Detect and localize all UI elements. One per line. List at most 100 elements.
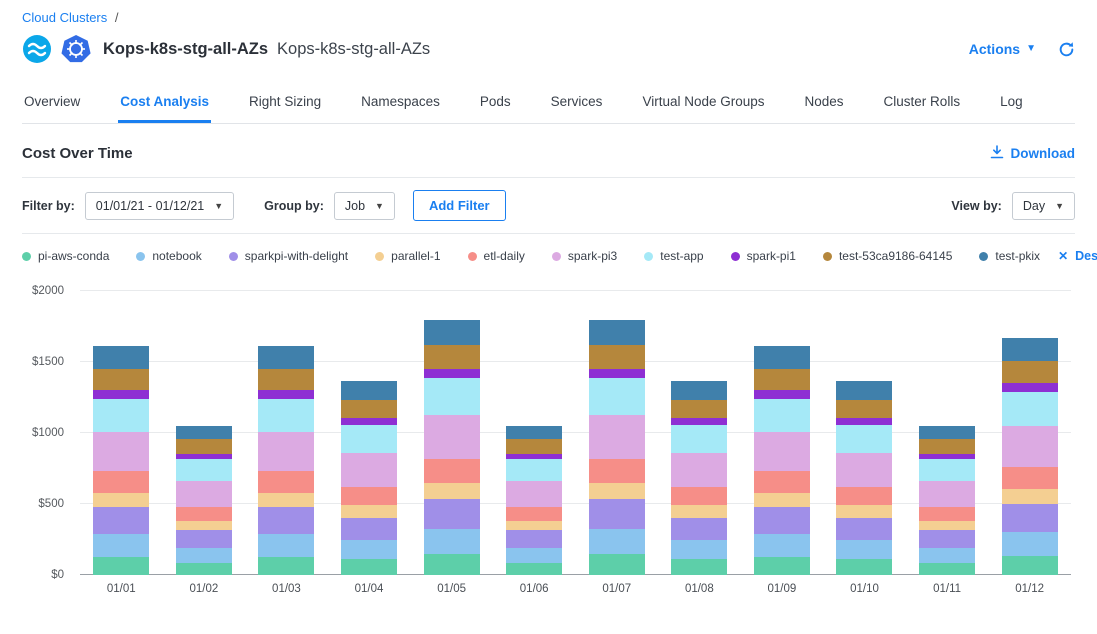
- cluster-header: Kops-k8s-stg-all-AZs Kops-k8s-stg-all-AZ…: [22, 34, 1075, 64]
- bar-segment-etl-daily: [836, 487, 892, 505]
- stacked-bar: [341, 291, 397, 575]
- legend-dot-icon: [552, 252, 561, 261]
- stacked-bar: [836, 291, 892, 575]
- stacked-bar: [1002, 291, 1058, 575]
- bar-segment-spark-pi3: [258, 432, 314, 472]
- bar-segment-test-pkix: [754, 346, 810, 369]
- legend-item-parallel-1[interactable]: parallel-1: [375, 249, 440, 263]
- bar-segment-test-pkix: [919, 426, 975, 439]
- bar-segment-test-app: [671, 425, 727, 453]
- bar-column-01/06: [493, 291, 576, 575]
- bar-segment-spark-pi1: [341, 418, 397, 425]
- bar-segment-notebook: [506, 548, 562, 563]
- tab-nodes[interactable]: Nodes: [803, 84, 846, 123]
- bar-segment-spark-pi1: [589, 369, 645, 378]
- bar-segment-etl-daily: [919, 507, 975, 521]
- bar-segment-parallel-1: [424, 483, 480, 499]
- legend-dot-icon: [22, 252, 31, 261]
- x-tick-label: 01/09: [741, 583, 824, 595]
- bar-segment-sparkpi-with-delight: [506, 530, 562, 548]
- bar-segment-parallel-1: [754, 493, 810, 507]
- bar-column-01/05: [410, 291, 493, 575]
- bar-segment-test-app: [1002, 392, 1058, 426]
- breadcrumb-separator: /: [115, 10, 119, 25]
- bar-segment-sparkpi-with-delight: [424, 499, 480, 529]
- tab-right-sizing[interactable]: Right Sizing: [247, 84, 323, 123]
- spot-logo-icon: [22, 34, 52, 64]
- refresh-icon[interactable]: [1058, 41, 1075, 58]
- bar-segment-parallel-1: [506, 521, 562, 530]
- bar-segment-parallel-1: [1002, 489, 1058, 504]
- legend-item-notebook[interactable]: notebook: [136, 249, 201, 263]
- bar-segment-test-53ca9186-64145: [506, 439, 562, 453]
- bar-segment-pi-aws-conda: [1002, 556, 1058, 575]
- bar-segment-spark-pi3: [836, 453, 892, 487]
- breadcrumb-link-cloud-clusters[interactable]: Cloud Clusters: [22, 10, 107, 25]
- bar-column-01/02: [163, 291, 246, 575]
- bar-segment-spark-pi3: [176, 481, 232, 507]
- bar-segment-pi-aws-conda: [176, 563, 232, 575]
- bar-segment-test-53ca9186-64145: [671, 400, 727, 418]
- stacked-bar: [754, 291, 810, 575]
- legend-label: parallel-1: [391, 249, 440, 263]
- stacked-bar: [506, 291, 562, 575]
- legend-dot-icon: [979, 252, 988, 261]
- legend-item-pi-aws-conda[interactable]: pi-aws-conda: [22, 249, 109, 263]
- legend-dot-icon: [731, 252, 740, 261]
- legend-item-spark-pi3[interactable]: spark-pi3: [552, 249, 617, 263]
- bar-segment-spark-pi3: [424, 415, 480, 460]
- bar-segment-pi-aws-conda: [589, 554, 645, 575]
- add-filter-button[interactable]: Add Filter: [413, 190, 506, 221]
- bar-segment-spark-pi1: [258, 390, 314, 399]
- x-tick-label: 01/06: [493, 583, 576, 595]
- bar-column-01/01: [80, 291, 163, 575]
- bar-segment-etl-daily: [1002, 467, 1058, 489]
- tab-services[interactable]: Services: [549, 84, 605, 123]
- bar-segment-pi-aws-conda: [258, 557, 314, 575]
- date-range-select[interactable]: 01/01/21 - 01/12/21 ▼: [85, 192, 234, 220]
- chevron-down-icon: ▼: [214, 201, 223, 211]
- tab-log[interactable]: Log: [998, 84, 1025, 123]
- tab-pods[interactable]: Pods: [478, 84, 513, 123]
- cluster-subtitle: Kops-k8s-stg-all-AZs: [277, 40, 430, 59]
- cluster-title: Kops-k8s-stg-all-AZs: [103, 40, 268, 59]
- page: Cloud Clusters /: [0, 0, 1097, 603]
- bar-segment-notebook: [176, 548, 232, 563]
- bar-segment-pi-aws-conda: [506, 563, 562, 575]
- bar-segment-test-53ca9186-64145: [341, 400, 397, 418]
- deselect-all-button[interactable]: ✕ Deselect All: [1058, 249, 1097, 263]
- bar-column-01/09: [741, 291, 824, 575]
- group-by-select[interactable]: Job ▼: [334, 192, 395, 220]
- bar-segment-test-app: [919, 459, 975, 480]
- legend-label: spark-pi1: [747, 249, 796, 263]
- x-tick-label: 01/03: [245, 583, 328, 595]
- tab-cost-analysis[interactable]: Cost Analysis: [118, 84, 211, 123]
- legend-label: test-pkix: [995, 249, 1040, 263]
- actions-button[interactable]: Actions ▼: [969, 41, 1036, 57]
- bar-segment-pi-aws-conda: [671, 559, 727, 575]
- bar-segment-pi-aws-conda: [93, 557, 149, 575]
- tab-overview[interactable]: Overview: [22, 84, 82, 123]
- section-title: Cost Over Time: [22, 145, 133, 162]
- x-tick-label: 01/08: [658, 583, 741, 595]
- view-by-select[interactable]: Day ▼: [1012, 192, 1075, 220]
- bar-segment-pi-aws-conda: [754, 557, 810, 575]
- bar-segment-etl-daily: [341, 487, 397, 505]
- tab-virtual-node-groups[interactable]: Virtual Node Groups: [640, 84, 766, 123]
- legend-item-spark-pi1[interactable]: spark-pi1: [731, 249, 796, 263]
- legend-item-test-53ca9186-64145[interactable]: test-53ca9186-64145: [823, 249, 952, 263]
- view-by-label: View by:: [951, 199, 1001, 213]
- bar-column-01/10: [823, 291, 906, 575]
- bar-segment-sparkpi-with-delight: [176, 530, 232, 548]
- legend-item-test-pkix[interactable]: test-pkix: [979, 249, 1040, 263]
- bar-segment-test-53ca9186-64145: [93, 369, 149, 390]
- tab-namespaces[interactable]: Namespaces: [359, 84, 442, 123]
- download-button[interactable]: Download: [990, 145, 1076, 162]
- legend-label: pi-aws-conda: [38, 249, 109, 263]
- legend-item-test-app[interactable]: test-app: [644, 249, 703, 263]
- bar-column-01/11: [906, 291, 989, 575]
- bar-segment-spark-pi3: [506, 481, 562, 507]
- tab-cluster-rolls[interactable]: Cluster Rolls: [882, 84, 963, 123]
- legend-item-etl-daily[interactable]: etl-daily: [468, 249, 525, 263]
- legend-item-sparkpi-with-delight[interactable]: sparkpi-with-delight: [229, 249, 348, 263]
